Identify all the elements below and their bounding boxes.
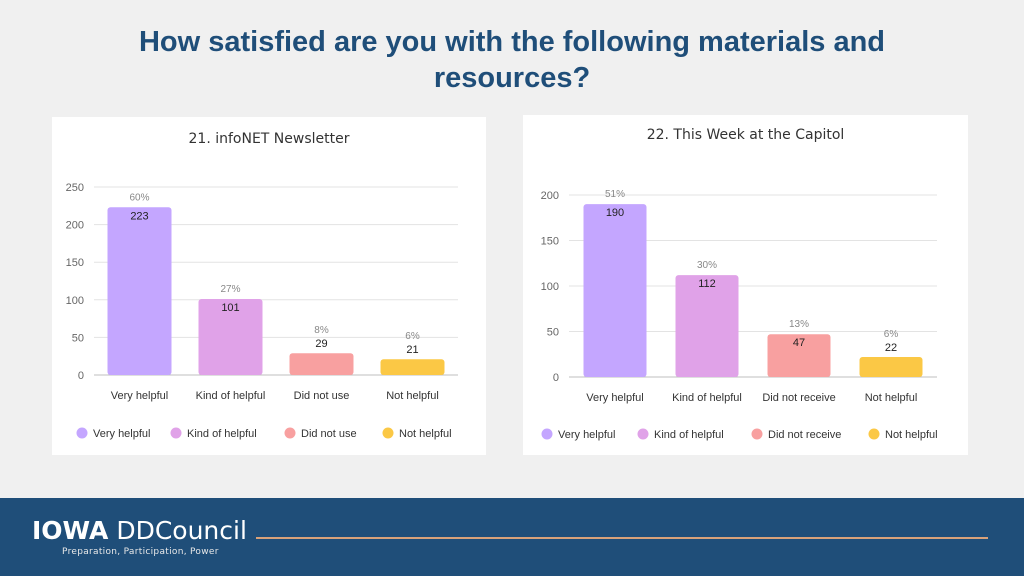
y-tick-label: 100 [541, 281, 559, 293]
percent-label: 51% [605, 189, 625, 200]
bar-not-helpful [380, 359, 445, 375]
bar-very-helpful [107, 207, 172, 375]
legend-label: Did not receive [768, 429, 841, 441]
percent-label: 8% [314, 325, 329, 336]
legend-swatch [541, 428, 553, 440]
value-label: 101 [221, 302, 239, 314]
y-tick-label: 50 [72, 332, 84, 344]
value-label: 22 [885, 342, 897, 354]
council-logo: IOWA DDCouncil [32, 516, 247, 545]
bar-kind-of-helpful [675, 275, 739, 377]
chart-title: 22. This Week at the Capitol [647, 127, 845, 143]
bar-kind-of-helpful [198, 299, 263, 375]
legend-label: Did not use [301, 428, 357, 440]
legend-label: Very helpful [558, 429, 615, 441]
category-label: Did not use [294, 390, 350, 402]
value-label: 223 [130, 210, 148, 222]
chart-title: 21. infoNET Newsletter [189, 131, 350, 147]
percent-label: 27% [220, 284, 240, 295]
value-label: 29 [315, 338, 327, 350]
value-label: 47 [793, 337, 805, 349]
value-label: 21 [406, 344, 418, 356]
y-tick-label: 200 [66, 220, 84, 232]
category-label: Kind of helpful [196, 390, 266, 402]
slide-title: How satisfied are you with the following… [138, 26, 886, 94]
percent-label: 6% [405, 331, 420, 342]
category-label: Not helpful [865, 392, 918, 404]
y-tick-label: 150 [66, 257, 84, 269]
legend-swatch [868, 428, 880, 440]
legend-label: Not helpful [399, 428, 452, 440]
value-label: 190 [606, 207, 624, 219]
y-tick-label: 0 [553, 372, 559, 384]
category-label: Very helpful [111, 390, 168, 402]
y-tick-label: 0 [78, 370, 84, 382]
footer-divider [256, 537, 988, 539]
percent-label: 13% [789, 319, 809, 330]
chart-panel-infonet: 21. infoNET Newsletter 0 50 100 150 200 250 60%… [52, 117, 486, 455]
legend-swatch [170, 427, 182, 439]
y-tick-label: 50 [547, 327, 559, 339]
bar-not-helpful [859, 356, 923, 377]
logo-left-text: IOWA [32, 516, 109, 545]
legend-swatch [751, 428, 763, 440]
category-label: Very helpful [586, 392, 643, 404]
logo-tagline: Preparation, Participation, Power [62, 547, 219, 557]
legend-label: Kind of helpful [654, 429, 724, 441]
chart-infonet-newsletter: 21. infoNET Newsletter 0 50 100 150 200 250 60%… [66, 131, 458, 440]
legend-label: Kind of helpful [187, 428, 257, 440]
y-tick-label: 100 [66, 295, 84, 307]
value-label: 112 [698, 278, 716, 290]
percent-label: 30% [697, 260, 717, 271]
category-label: Kind of helpful [672, 392, 742, 404]
percent-label: 6% [884, 329, 899, 340]
logo-right-text: DDCouncil [116, 516, 247, 545]
legend-swatch [284, 427, 296, 439]
legend-swatch [76, 427, 88, 439]
category-label: Not helpful [386, 390, 439, 402]
chart-panel-capitol: 22. This Week at the Capitol 0 50 100 150 200… [523, 115, 968, 455]
percent-label: 60% [129, 192, 149, 203]
bar-very-helpful [583, 204, 647, 377]
legend-label: Very helpful [93, 428, 150, 440]
legend-swatch [637, 428, 649, 440]
y-tick-label: 250 [66, 182, 84, 194]
y-tick-label: 150 [541, 236, 559, 248]
footer-bar: IOWA DDCouncil Preparation, Participatio… [0, 498, 1024, 576]
bar-did-not-use [289, 353, 354, 375]
category-label: Did not receive [762, 392, 835, 404]
bar-did-not-receive [767, 334, 831, 377]
chart-this-week-capitol: 22. This Week at the Capitol 0 50 100 150 200… [541, 127, 938, 441]
legend-label: Not helpful [885, 429, 938, 441]
y-tick-label: 200 [541, 190, 559, 202]
legend-swatch [382, 427, 394, 439]
